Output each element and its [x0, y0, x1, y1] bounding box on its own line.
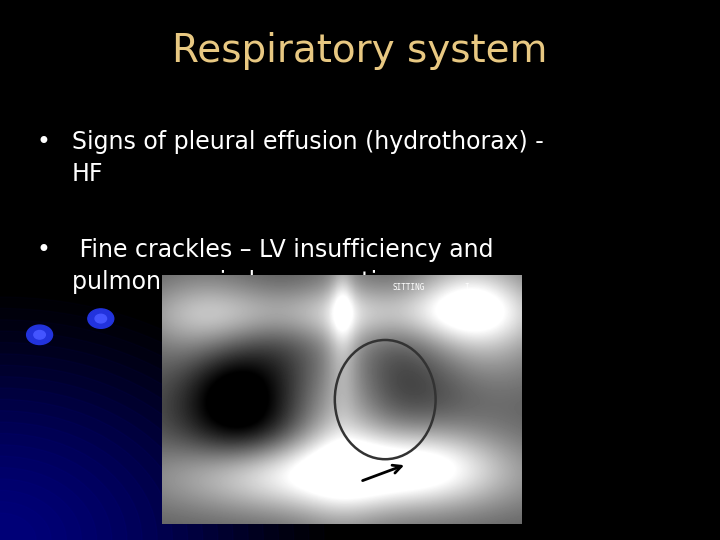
Circle shape	[0, 422, 157, 540]
Circle shape	[0, 331, 279, 540]
Text: Signs of pleural effusion (hydrothorax) -
HF: Signs of pleural effusion (hydrothorax) …	[72, 130, 544, 186]
Circle shape	[0, 376, 218, 540]
Text: SITTING: SITTING	[392, 283, 425, 292]
Circle shape	[0, 502, 51, 540]
Circle shape	[88, 309, 114, 328]
Circle shape	[0, 468, 96, 540]
Circle shape	[34, 330, 45, 339]
Text: Respiratory system: Respiratory system	[172, 32, 548, 70]
Text: •: •	[36, 238, 50, 261]
Text: I: I	[464, 283, 469, 292]
Circle shape	[27, 325, 53, 345]
Circle shape	[95, 314, 107, 323]
Circle shape	[0, 456, 112, 540]
Circle shape	[0, 434, 142, 540]
Circle shape	[0, 411, 172, 540]
Circle shape	[0, 513, 36, 540]
Circle shape	[0, 445, 127, 540]
Circle shape	[0, 354, 248, 540]
Text: Fine crackles – LV insufficiency and
pulmonary circle congestion: Fine crackles – LV insufficiency and pul…	[72, 238, 493, 294]
Circle shape	[0, 365, 233, 540]
Circle shape	[0, 388, 203, 540]
Circle shape	[0, 320, 294, 540]
Circle shape	[0, 479, 81, 540]
Circle shape	[0, 490, 66, 540]
Circle shape	[0, 342, 264, 540]
Text: •: •	[36, 130, 50, 153]
Circle shape	[0, 399, 188, 540]
